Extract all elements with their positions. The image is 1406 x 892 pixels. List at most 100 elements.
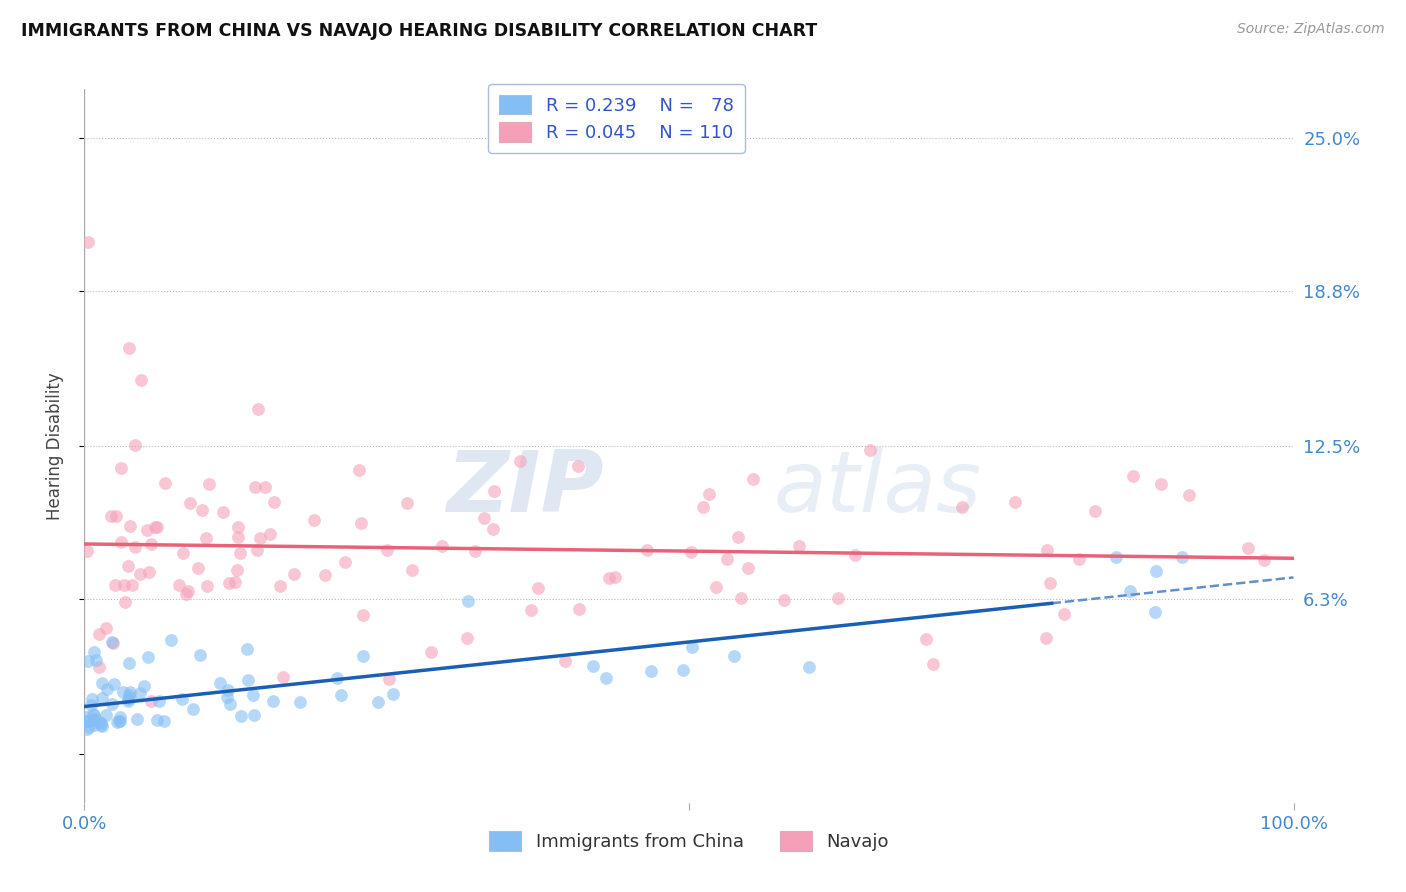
Point [243, 707, 266, 722]
Point [520, 603, 543, 617]
Point [1122, 469, 1144, 483]
Point [325, 671, 347, 685]
Text: ZIP: ZIP [447, 447, 605, 531]
Point [190, 648, 212, 662]
Point [170, 692, 193, 706]
Point [174, 587, 197, 601]
Point [263, 495, 285, 509]
Point [314, 568, 336, 582]
Point [1149, 477, 1171, 491]
Point [84, 653, 107, 667]
Point [79, 698, 101, 712]
Point [352, 607, 374, 622]
Point [1105, 549, 1128, 564]
Point [1144, 564, 1167, 578]
Point [110, 535, 132, 549]
Point [636, 543, 658, 558]
Point [212, 505, 235, 519]
Point [231, 708, 253, 723]
Point [96, 621, 118, 635]
Point [1084, 504, 1107, 518]
Point [172, 546, 194, 560]
Point [1067, 552, 1090, 566]
Point [922, 657, 945, 671]
Point [679, 545, 702, 559]
Text: Source: ZipAtlas.com: Source: ZipAtlas.com [1237, 22, 1385, 37]
Point [375, 542, 398, 557]
Point [283, 567, 305, 582]
Point [87, 715, 110, 730]
Point [273, 670, 295, 684]
Point [350, 516, 373, 530]
Point [950, 500, 973, 515]
Point [143, 519, 166, 533]
Y-axis label: Hearing Disability: Hearing Disability [45, 372, 63, 520]
Point [128, 567, 150, 582]
Point [640, 664, 662, 678]
Point [118, 341, 141, 355]
Point [288, 695, 311, 709]
Point [87, 660, 110, 674]
Text: atlas: atlas [773, 447, 981, 531]
Point [82, 706, 104, 721]
Point [772, 592, 794, 607]
Point [697, 487, 720, 501]
Point [138, 566, 160, 580]
Point [89, 626, 111, 640]
Point [104, 509, 127, 524]
Point [117, 692, 139, 706]
Point [145, 714, 167, 728]
Point [148, 693, 170, 707]
Point [225, 563, 247, 577]
Point [136, 649, 159, 664]
Point [80, 691, 103, 706]
Point [191, 503, 214, 517]
Point [76, 543, 98, 558]
Point [118, 519, 141, 533]
Point [378, 672, 401, 686]
Point [198, 476, 221, 491]
Point [598, 571, 620, 585]
Point [568, 602, 591, 616]
Point [117, 558, 139, 573]
Point [208, 676, 231, 690]
Point [915, 632, 938, 647]
Point [730, 591, 752, 606]
Point [554, 654, 576, 668]
Point [859, 443, 882, 458]
Point [1253, 553, 1275, 567]
Point [742, 472, 765, 486]
Point [103, 677, 125, 691]
Point [82, 713, 104, 727]
Point [135, 524, 157, 538]
Point [104, 578, 127, 592]
Point [457, 594, 479, 608]
Point [787, 539, 810, 553]
Point [112, 578, 135, 592]
Point [482, 484, 505, 499]
Point [827, 591, 849, 606]
Point [155, 476, 177, 491]
Point [482, 522, 505, 536]
Point [1039, 575, 1062, 590]
Point [96, 708, 118, 723]
Point [108, 714, 131, 728]
Point [1035, 543, 1057, 558]
Point [83, 645, 105, 659]
Point [76, 722, 98, 736]
Point [90, 676, 112, 690]
Point [131, 373, 153, 387]
Point [118, 690, 141, 705]
Point [146, 519, 169, 533]
Point [117, 688, 139, 702]
Point [243, 480, 266, 494]
Point [723, 649, 745, 664]
Point [90, 716, 112, 731]
Point [242, 688, 264, 702]
Point [262, 694, 284, 708]
Point [167, 578, 190, 592]
Point [430, 539, 453, 553]
Point [1171, 549, 1194, 564]
Point [582, 659, 605, 673]
Point [101, 635, 124, 649]
